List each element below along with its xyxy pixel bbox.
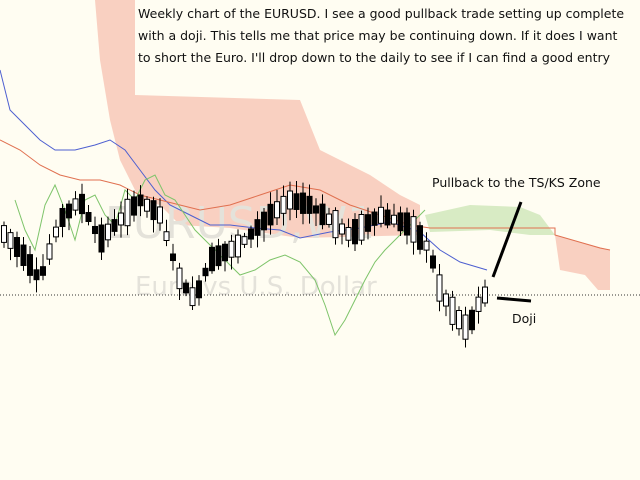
candle-body (391, 214, 397, 225)
pullback-note: Pullback to the TS/KS Zone (432, 175, 601, 190)
candle-body (176, 267, 183, 290)
candle-body (66, 203, 72, 219)
candle-body (27, 254, 33, 276)
candle-body (436, 274, 443, 302)
candle-body (53, 226, 59, 238)
candle-body (378, 206, 384, 224)
candle-body (209, 246, 215, 272)
candle-body (254, 219, 261, 236)
candle-body (274, 201, 280, 219)
cloud-green (425, 205, 555, 235)
candle-body (430, 255, 436, 269)
candle-body (157, 206, 163, 224)
candle-body (215, 245, 222, 267)
candle-body (202, 267, 209, 277)
candle-body (131, 196, 137, 216)
candle-body (443, 293, 449, 307)
candle-body (150, 200, 157, 221)
main-note: Weekly chart of the EURUSD. I see a good… (138, 6, 625, 65)
candle-body (404, 212, 410, 236)
candle-body (183, 282, 189, 294)
kijun-line (0, 139, 611, 251)
candle-body (228, 240, 235, 258)
candle-body (248, 228, 254, 240)
candle-body (46, 243, 53, 260)
candle-body (85, 212, 92, 222)
cloud-red (95, 0, 420, 238)
candle-body (365, 214, 371, 232)
candle-body (189, 287, 196, 307)
candle-body (397, 212, 404, 232)
candle-body (423, 240, 430, 251)
candle-body (261, 211, 267, 231)
candle-body (14, 237, 20, 257)
cloud-red-right (555, 235, 610, 290)
candle-body (20, 244, 27, 266)
annotation-stroke (491, 201, 523, 278)
candles (1, 181, 488, 348)
candle-body (475, 296, 482, 312)
candle-body (170, 253, 176, 262)
candle-body (417, 225, 423, 250)
candle-body (144, 198, 150, 212)
candle-body (59, 207, 66, 228)
candle-body (469, 309, 475, 331)
candle-body (410, 216, 417, 243)
candle-body (339, 223, 345, 235)
candle-body (358, 213, 365, 241)
candle-body (384, 209, 391, 226)
candle-body (280, 195, 287, 214)
candle-body (33, 269, 40, 281)
candle-body (456, 309, 462, 330)
candle-body (345, 227, 352, 241)
candle-body (332, 210, 339, 239)
candle-body (118, 212, 124, 226)
candle-body (300, 192, 306, 214)
candle-body (98, 224, 105, 253)
annotation-stroke (496, 296, 532, 303)
candle-body (352, 219, 358, 245)
candle-body (163, 231, 170, 242)
candle-body (92, 225, 98, 235)
doji-note: Doji (512, 311, 537, 326)
candle-body (196, 280, 202, 299)
candle-body (319, 203, 326, 226)
candle-body (40, 266, 46, 276)
chikou-line (14, 174, 426, 337)
candle-body (462, 314, 469, 340)
candle-body (105, 223, 111, 241)
candle-body (449, 296, 456, 325)
candle-body (241, 236, 248, 245)
candle-body (222, 243, 228, 262)
watermark-description: Euro vs U.S. Dollar (135, 272, 377, 302)
candle-body (267, 203, 274, 226)
candle-body (371, 211, 378, 226)
candle-body (111, 219, 118, 232)
candle-body (293, 193, 300, 210)
candle-body (7, 232, 14, 249)
candle-body (313, 205, 319, 214)
candle-body (72, 198, 79, 211)
candle-body (482, 286, 488, 304)
candle-body (124, 198, 131, 227)
candle-body (306, 195, 313, 214)
candle-body (137, 194, 144, 207)
candle-body (235, 234, 241, 258)
candle-body (287, 190, 293, 210)
candle-body (326, 213, 332, 225)
candle-body (1, 225, 7, 243)
candle-body (79, 193, 85, 215)
